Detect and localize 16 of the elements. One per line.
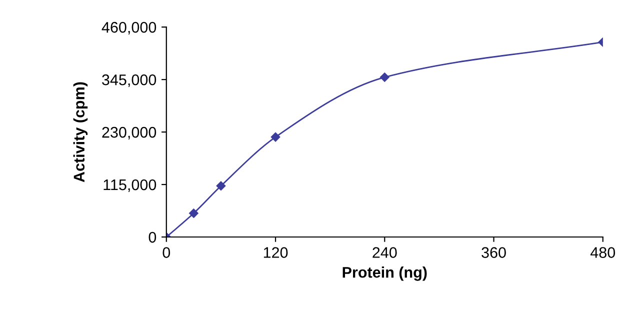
y-axis-title: Activity (cpm) (73, 82, 88, 182)
y-tick-label: 115,000 (104, 179, 156, 192)
x-tick-label: 240 (372, 247, 397, 258)
point (189, 208, 198, 218)
x-tick-label: 480 (590, 247, 616, 258)
y-tick-label: 460,000 (102, 22, 156, 35)
x-tick-label: 360 (482, 247, 506, 258)
point (270, 132, 280, 142)
x-axis-title: Protein (ng) (342, 266, 427, 281)
y-tick-label: 345,000 (102, 74, 156, 88)
y-tick-label: 0 (148, 232, 156, 243)
x-tick-label: 120 (264, 247, 288, 258)
point (380, 72, 390, 82)
y-tick-label: 230,000 (102, 126, 156, 140)
point (216, 181, 226, 191)
x-tick-label: 0 (162, 247, 170, 258)
